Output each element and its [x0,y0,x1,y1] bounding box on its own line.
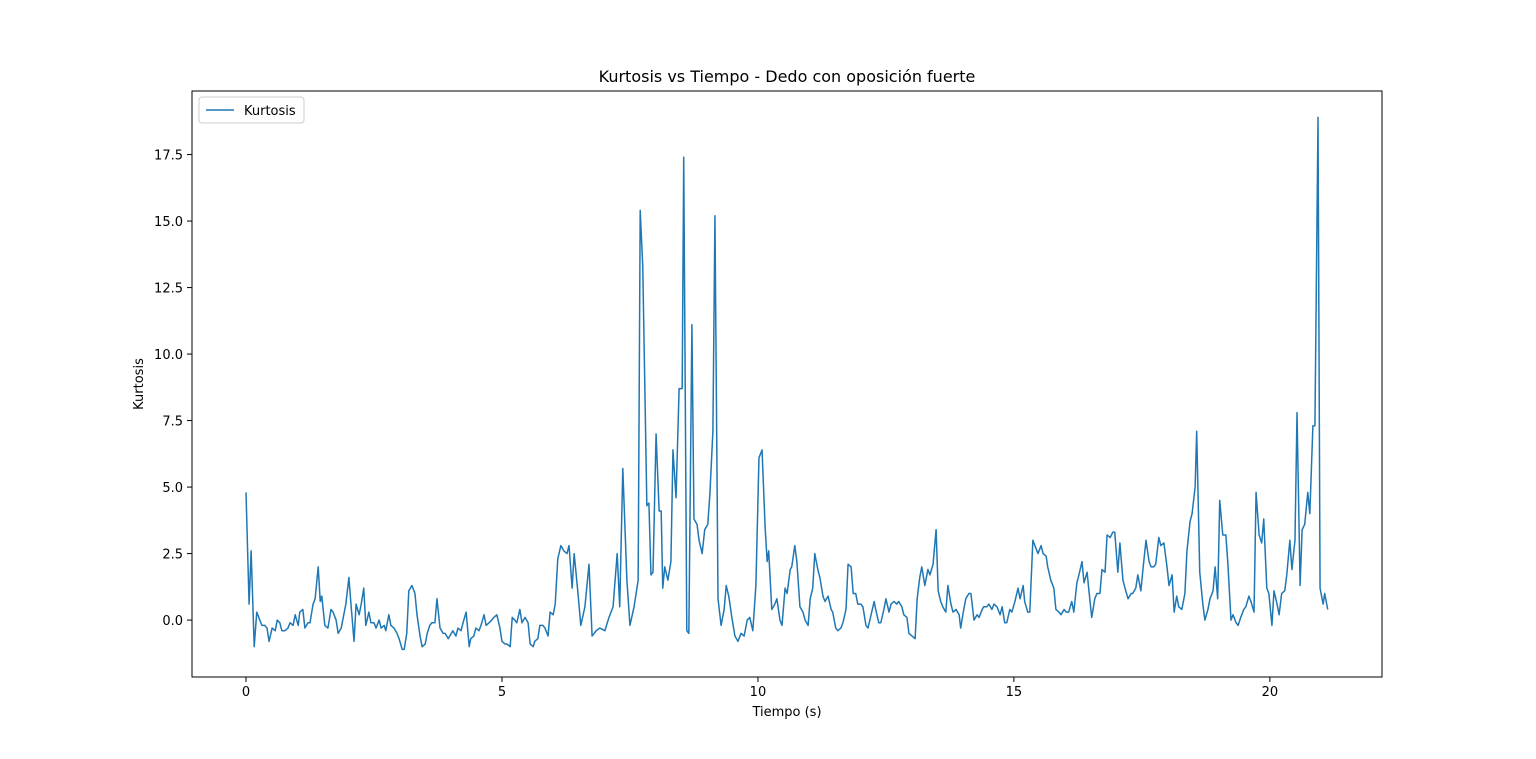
legend-label: Kurtosis [244,104,296,119]
x-tick-label: 20 [1262,685,1279,700]
legend-box [198,96,305,124]
y-tick-label: 15.0 [154,215,183,230]
x-tick-label: 5 [498,685,506,700]
x-axis-label: Tiempo (s) [751,705,821,720]
y-tick-label: 7.5 [162,415,183,430]
plot-frame [191,90,1383,678]
y-tick-label: 17.5 [154,149,183,164]
x-tick-label: 0 [242,685,250,700]
y-tick-label: 12.5 [154,282,183,297]
chart-title: Kurtosis vs Tiempo - Dedo con oposición … [599,67,976,86]
y-tick-label: 5.0 [162,481,183,496]
x-tick-label: 15 [1006,685,1023,700]
y-tick-label: 2.5 [162,548,183,563]
y-axis-label: Kurtosis [132,358,147,410]
y-tick-label: 10.0 [154,348,183,363]
x-tick-label: 10 [750,685,767,700]
y-tick-label: 0.0 [162,614,183,629]
data-line [245,116,1329,651]
